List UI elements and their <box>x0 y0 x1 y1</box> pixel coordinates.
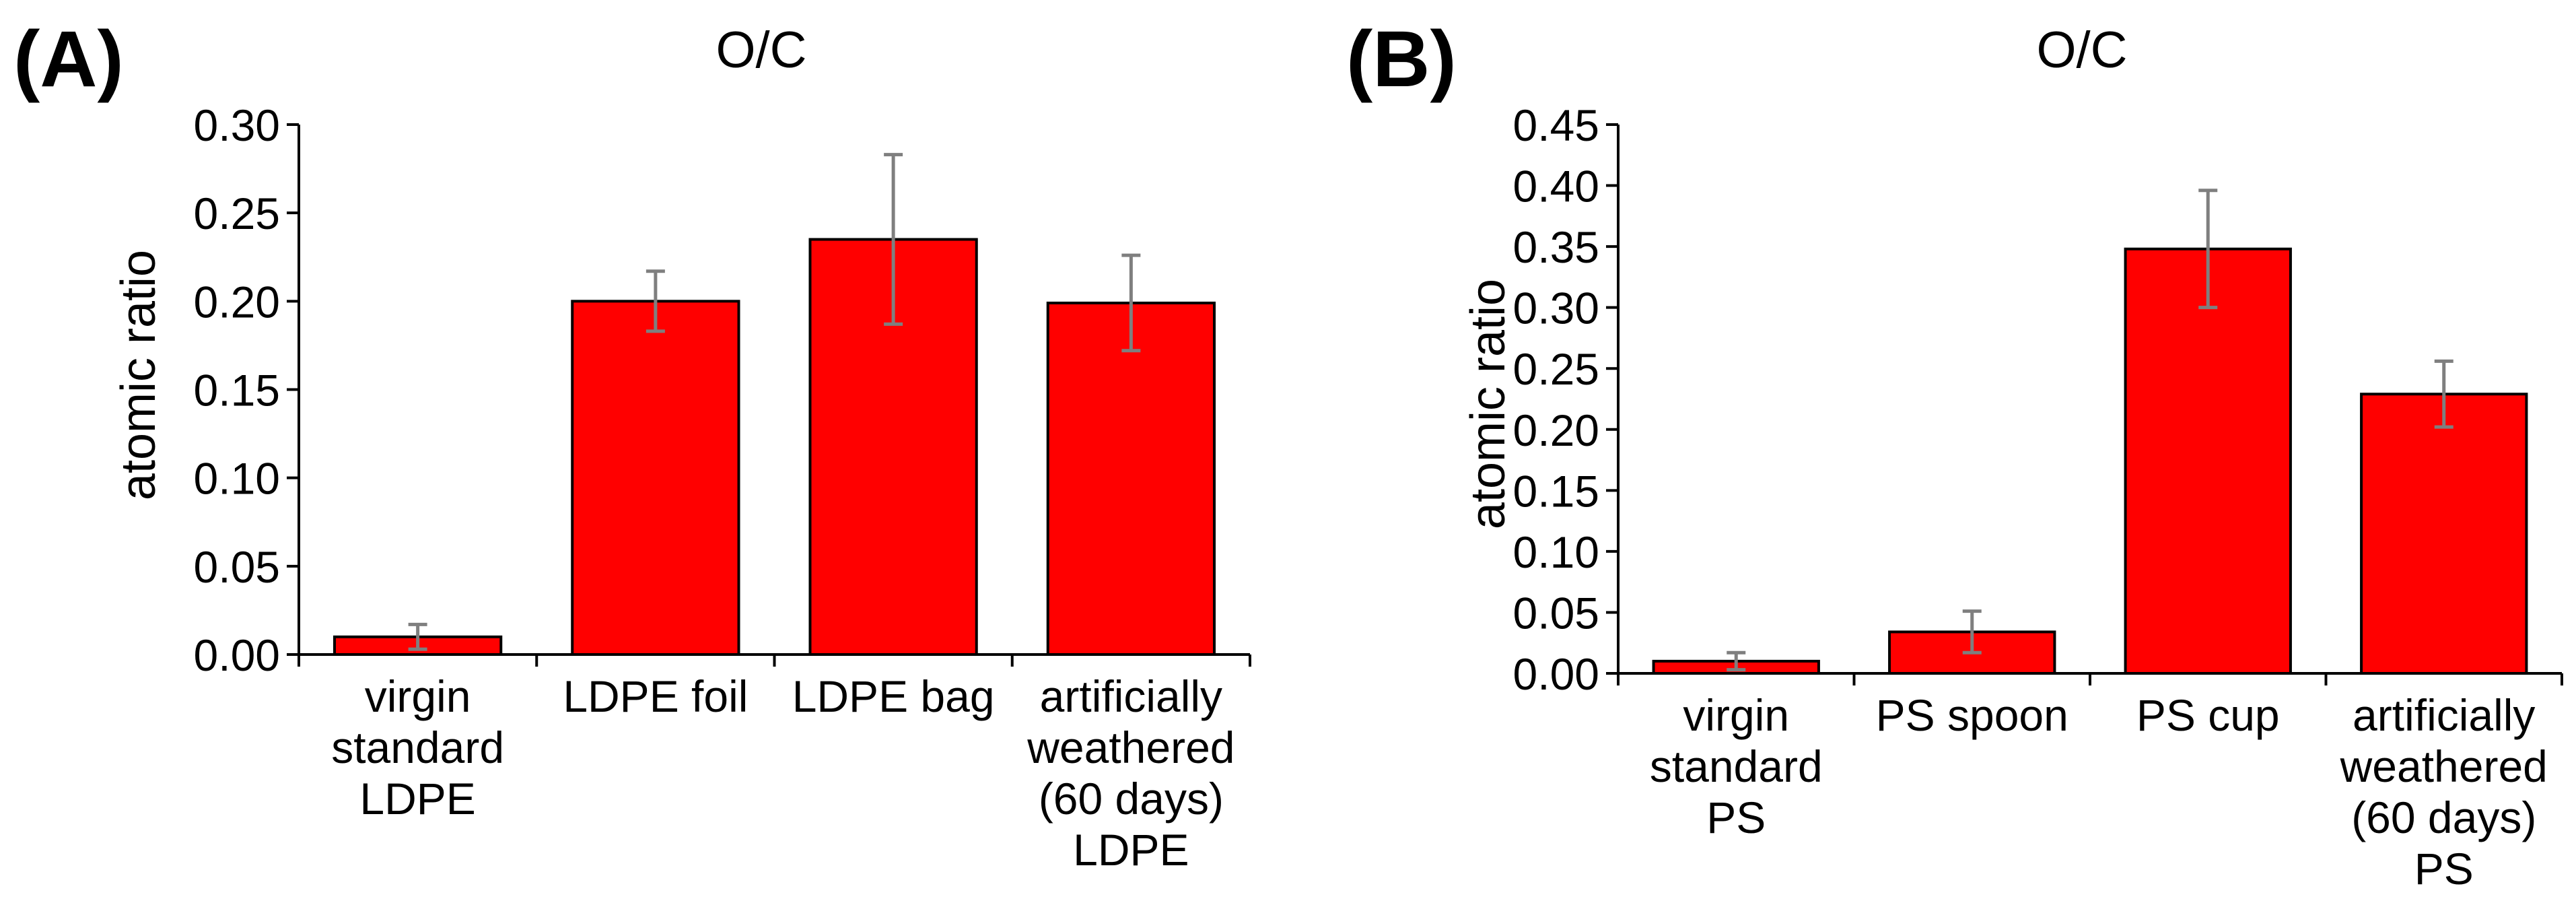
panel-a: (A) O/C atomic ratio 0.00 0.05 0.10 0.15 0.2… <box>13 15 1251 875</box>
y-tick-label-a: 0.10 <box>194 454 280 504</box>
y-tick-label-b: 0.45 <box>1513 100 1599 150</box>
y-tick-label-a: 0.20 <box>194 277 280 327</box>
y-tick-label-a: 0.25 <box>194 189 280 238</box>
y-axis-label-a: atomic ratio <box>112 250 166 500</box>
y-tick-label-b: 0.10 <box>1513 527 1599 577</box>
panel-label-b: (B) <box>1346 15 1457 104</box>
y-tick-label-a: 0.15 <box>194 366 280 415</box>
y-tick-label-a: 0.30 <box>194 100 280 150</box>
y-tick-label-b: 0.05 <box>1513 588 1599 638</box>
chart-title-a: O/C <box>716 22 806 79</box>
y-tick-label-b: 0.25 <box>1513 344 1599 394</box>
y-tick-label-a: 0.00 <box>194 630 280 680</box>
bars-group-a: 0.00 0.05 0.10 0.15 0.20 0.25 0.30 virgin standa… <box>194 100 1251 875</box>
y-tick-label-b: 0.00 <box>1513 649 1599 699</box>
bar-a <box>1046 301 1216 656</box>
y-tick-label-b: 0.30 <box>1513 283 1599 333</box>
x-tick-label-a: LDPE bag <box>792 671 995 721</box>
panel-b: (B) O/C atomic ratio 0.00 0.05 0.10 0.15 0.2… <box>1346 15 2563 894</box>
y-tick-label-b: 0.40 <box>1513 162 1599 211</box>
x-tick-label-b: artificially weathered (60 days) PS <box>2340 690 2548 894</box>
x-tick-label-b: PS spoon <box>1876 690 2068 740</box>
bar-b <box>2360 393 2528 675</box>
x-tick-label-b: virgin standard PS <box>1650 690 1823 842</box>
y-tick-label-b: 0.20 <box>1513 405 1599 455</box>
x-tick-label-a: artificially weathered (60 days) LDPE <box>1026 671 1234 875</box>
panel-label-a: (A) <box>13 15 124 104</box>
y-axis-label-b: atomic ratio <box>1461 279 1515 529</box>
x-tick-label-a: LDPE foil <box>563 671 748 721</box>
bar-a <box>571 300 740 657</box>
x-tick-label-b: PS cup <box>2136 690 2280 740</box>
chart-title-b: O/C <box>2036 22 2127 79</box>
bar-b <box>2124 247 2292 675</box>
x-tick-label-a: virgin standard LDPE <box>331 671 504 824</box>
bars-group-b: 0.00 0.05 0.10 0.15 0.20 0.25 0.30 0.35 0.40 0.45… <box>1513 100 2563 894</box>
y-tick-label-a: 0.05 <box>194 542 280 592</box>
y-tick-label-b: 0.35 <box>1513 222 1599 272</box>
y-tick-label-b: 0.15 <box>1513 466 1599 516</box>
